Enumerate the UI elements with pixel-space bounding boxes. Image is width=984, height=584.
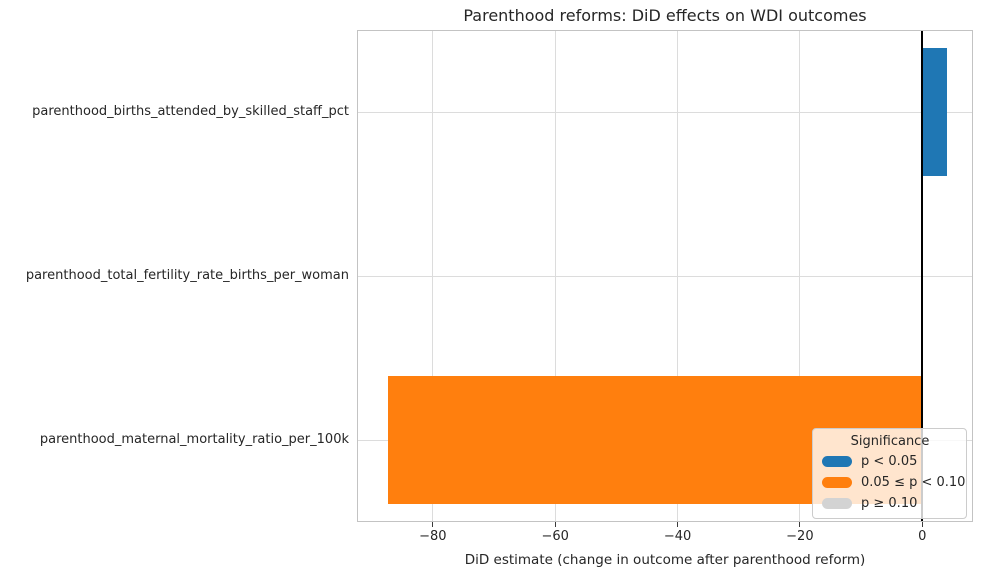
gridline-horizontal [357, 111, 973, 113]
bar-parenthood_births_attended_by_skilled_staff_pct [922, 48, 948, 176]
legend-title: Significance [850, 434, 930, 449]
legend-label: p < 0.05 [861, 454, 918, 469]
x-tick-mark [799, 522, 801, 527]
x-axis-label: DiD estimate (change in outcome after pa… [464, 552, 866, 568]
legend-entry: p ≥ 0.10 [822, 493, 958, 514]
legend-entry: p < 0.05 [822, 451, 958, 472]
x-tick-label: −40 [663, 529, 692, 544]
chart-title: Parenthood reforms: DiD effects on WDI o… [463, 6, 867, 25]
x-tick-mark [432, 522, 434, 527]
y-tick-label: parenthood_maternal_mortality_ratio_per_… [39, 432, 349, 447]
legend-label: 0.05 ≤ p < 0.10 [861, 475, 966, 490]
x-tick-label: −80 [419, 529, 447, 544]
x-tick-label: −60 [541, 529, 569, 544]
x-tick-label: −20 [786, 529, 814, 544]
y-tick-label: parenthood_total_fertility_rate_births_p… [25, 268, 349, 283]
legend-swatch-marginal [822, 477, 852, 488]
gridline-vertical [677, 30, 679, 522]
x-tick-label: 0 [918, 529, 927, 544]
x-tick-mark [921, 522, 923, 527]
x-axis: −80 −60 −40 −20 0 [357, 522, 973, 548]
gridline-horizontal [357, 275, 973, 277]
x-tick-mark [554, 522, 556, 527]
gridline-vertical [799, 30, 801, 522]
legend-entry: 0.05 ≤ p < 0.10 [822, 472, 965, 493]
gridline-vertical [432, 30, 434, 522]
legend: Significance p < 0.05 0.05 ≤ p < 0.10 p … [812, 428, 967, 519]
gridline-vertical [554, 30, 556, 522]
plot-area: Significance p < 0.05 0.05 ≤ p < 0.10 p … [357, 30, 973, 522]
y-tick-label: parenthood_births_attended_by_skilled_st… [32, 104, 349, 119]
zero-reference-line [921, 30, 923, 522]
legend-swatch-significant [822, 456, 852, 467]
x-tick-mark [677, 522, 679, 527]
legend-swatch-not-significant [822, 498, 852, 509]
legend-label: p ≥ 0.10 [861, 496, 918, 511]
